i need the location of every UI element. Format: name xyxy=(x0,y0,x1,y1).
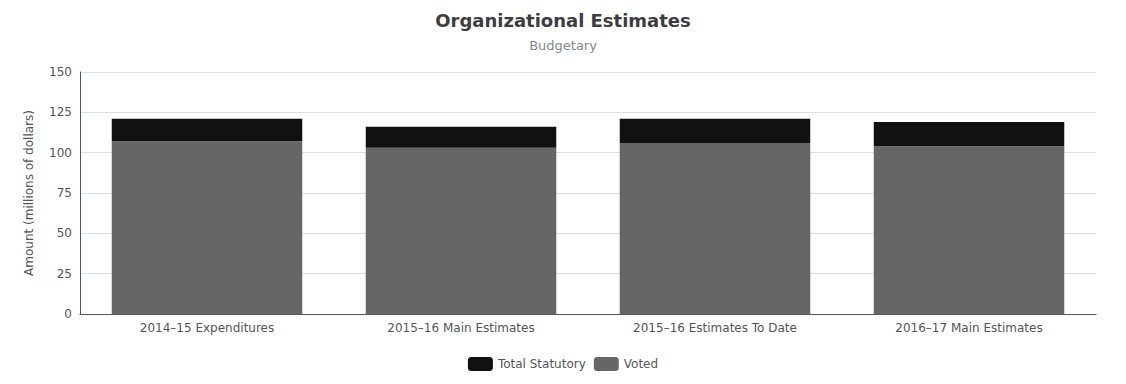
svg-text:2016–17 Main Estimates: 2016–17 Main Estimates xyxy=(895,321,1042,335)
svg-text:Budgetary: Budgetary xyxy=(529,38,597,53)
svg-text:50: 50 xyxy=(57,226,72,240)
svg-text:Total Statutory: Total Statutory xyxy=(497,357,586,371)
svg-text:2014–15 Expenditures: 2014–15 Expenditures xyxy=(140,321,274,335)
svg-text:Organizational Estimates: Organizational Estimates xyxy=(435,10,691,31)
svg-text:Amount (millions of dollars): Amount (millions of dollars) xyxy=(22,110,36,276)
svg-text:75: 75 xyxy=(57,186,72,200)
svg-text:Voted: Voted xyxy=(624,357,658,371)
svg-text:100: 100 xyxy=(49,146,72,160)
svg-text:2015–16 Main Estimates: 2015–16 Main Estimates xyxy=(387,321,534,335)
svg-text:125: 125 xyxy=(49,105,72,119)
svg-text:25: 25 xyxy=(57,267,72,281)
svg-text:2015–16 Estimates To Date: 2015–16 Estimates To Date xyxy=(633,321,797,335)
svg-text:0: 0 xyxy=(64,307,72,321)
svg-text:150: 150 xyxy=(49,65,72,79)
